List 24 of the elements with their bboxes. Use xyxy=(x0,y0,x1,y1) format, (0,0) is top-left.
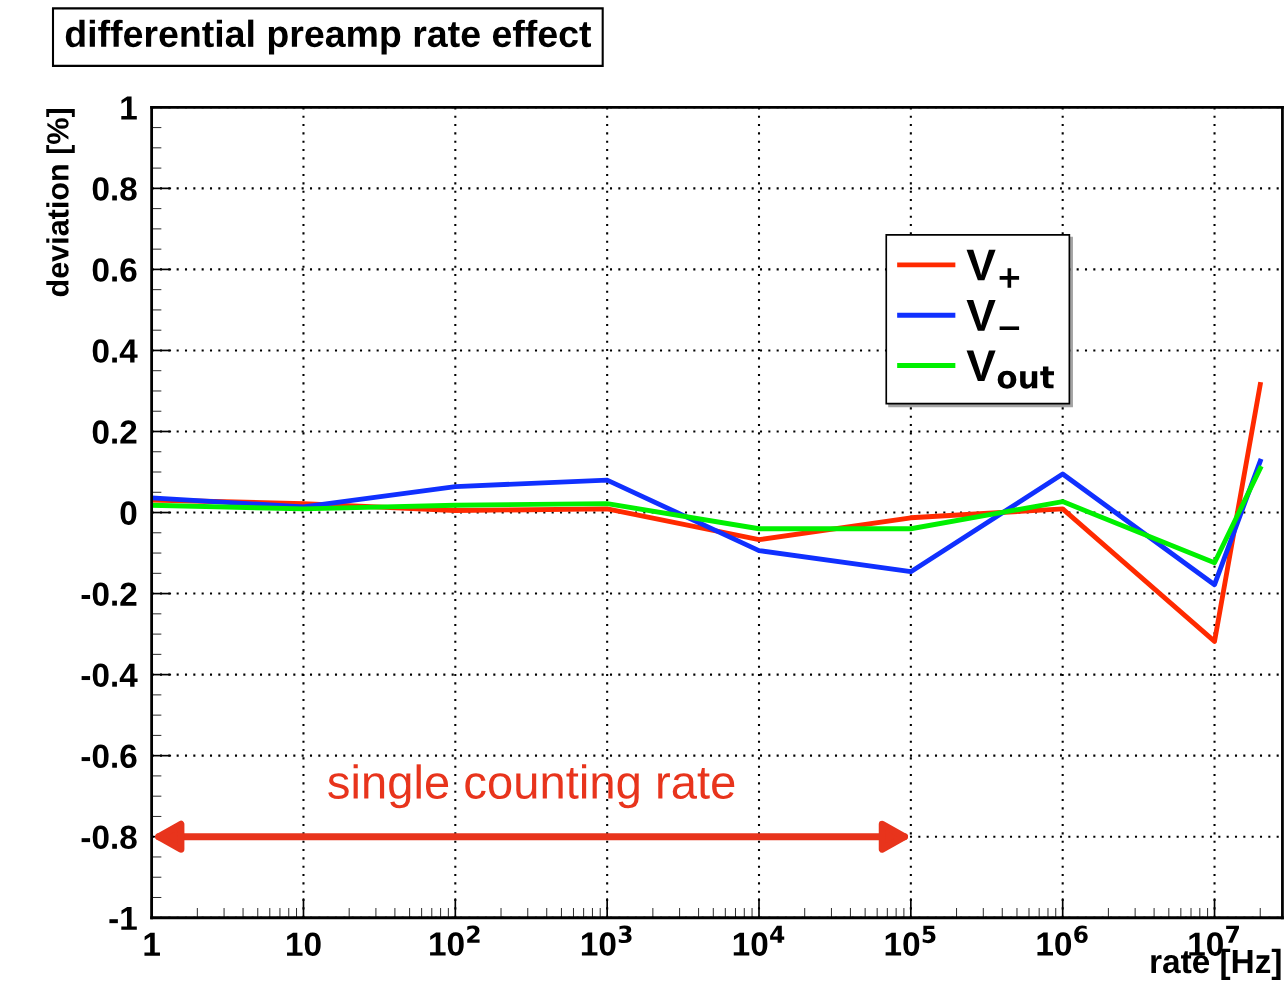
y-tick-label: 1 xyxy=(121,96,137,120)
y-tick-label: 0.6 xyxy=(92,258,137,282)
x-tick-label: 1 xyxy=(144,932,160,956)
annotation: single counting rate xyxy=(328,764,735,809)
chart-title: differential preamp rate effect xyxy=(65,19,592,55)
x-tick-label: 10$^{2}$ xyxy=(430,925,480,956)
y-tick-label: 0.2 xyxy=(92,420,137,444)
x-tick-label: 10$^{5}$ xyxy=(885,925,936,956)
y-tick-label: 0.4 xyxy=(92,339,138,363)
legend-label: V$_{+}$ xyxy=(966,249,1020,288)
y-tick-label: 0.8 xyxy=(92,177,137,201)
y-tick-label: -1 xyxy=(109,906,137,930)
y-tick-label: -0.8 xyxy=(81,825,137,850)
legend-label: V$_{out}$ xyxy=(966,350,1055,389)
x-tick-label: 10 xyxy=(287,932,321,957)
y-tick-label: -0.4 xyxy=(81,663,138,688)
y-tick-label: 0 xyxy=(120,501,137,525)
x-tick-label: 10$^{3}$ xyxy=(581,925,632,956)
y-tick-label: -0.6 xyxy=(81,744,137,769)
legend-label: V$_{−}$ xyxy=(966,300,1020,331)
y-axis-title: deviation [%] xyxy=(46,109,75,297)
x-tick-label: 10$^{6}$ xyxy=(1037,925,1088,956)
x-tick-label: 10$^{4}$ xyxy=(733,925,785,956)
y-tick-label: -0.2 xyxy=(81,582,137,606)
